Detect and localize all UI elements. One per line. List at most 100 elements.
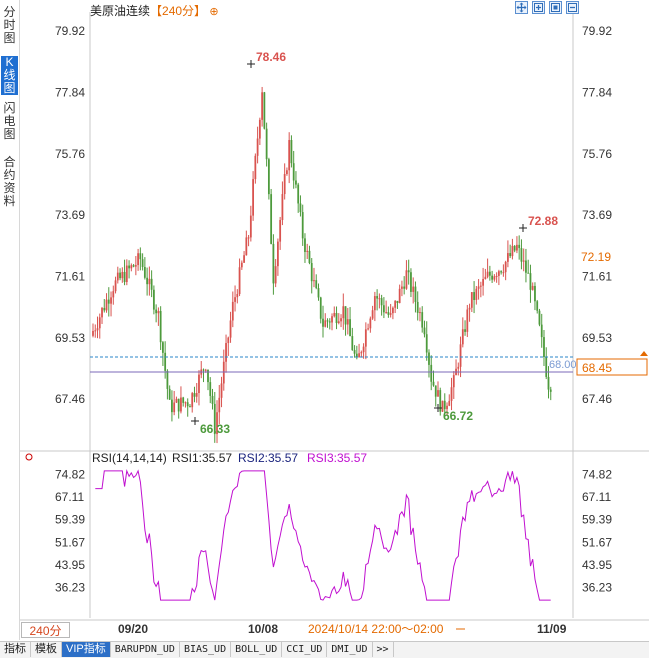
candle-body (511, 245, 514, 257)
candle-body (443, 400, 446, 410)
price-tick-left: 73.69 (55, 208, 85, 222)
date-label-3: 11/09 (537, 622, 567, 636)
price-tick-right: 79.92 (582, 24, 612, 38)
period-selector[interactable]: 240分 (21, 622, 70, 638)
candle-body (279, 220, 282, 242)
candle-body (410, 272, 412, 292)
candle-body (243, 255, 245, 263)
candle-body (132, 265, 135, 267)
indicator-tab-0[interactable]: 指标 (0, 642, 31, 657)
rsi-tick-left: 59.39 (55, 513, 85, 527)
price-tick-left: 69.53 (55, 331, 85, 345)
candle-body (267, 159, 270, 195)
sidebar-tab-2[interactable]: 闪电图 (3, 101, 16, 141)
indicator-tab-1[interactable]: 模板 (31, 642, 62, 657)
indicator-tab-7[interactable]: DMI_UD (327, 642, 373, 657)
candle-body (173, 402, 176, 413)
candle-body (355, 353, 358, 358)
candle-body (344, 306, 347, 325)
low-label-1: 66.33 (200, 422, 230, 436)
indicator-tab-6[interactable]: CCI_UD (282, 642, 328, 657)
sidebar-tab-3[interactable]: 合约资料 (3, 155, 16, 208)
candle-body (254, 155, 257, 180)
candle-body (461, 329, 464, 345)
zoom-out-icon[interactable] (566, 1, 579, 14)
candle-body (353, 350, 356, 354)
candle-body (186, 402, 189, 407)
candle-body (207, 369, 209, 383)
candle-body (141, 259, 144, 267)
indicator-tab-2[interactable]: VIP指标 (62, 642, 111, 657)
candle-body (231, 301, 234, 321)
move-cross-icon[interactable] (515, 1, 528, 14)
rsi-tick-left: 36.23 (55, 581, 85, 595)
candle-body (216, 412, 218, 435)
rsi-tick-left: 51.67 (55, 535, 85, 549)
candle-body (277, 241, 279, 267)
candle-body (495, 275, 498, 277)
candle-body (191, 393, 194, 408)
candle-body (405, 270, 408, 289)
price-label-a: 72.19 (581, 250, 611, 264)
candle-body (396, 300, 399, 303)
price-tick-right: 73.69 (582, 208, 612, 222)
candle-body (536, 301, 539, 311)
sidebar-tab-1[interactable]: K线图 (1, 56, 18, 95)
candle-body (261, 92, 264, 120)
price-tick-left: 77.84 (55, 86, 85, 100)
candle-body (457, 366, 460, 369)
add-symbol-icon[interactable]: ⊕ (209, 6, 219, 18)
candle-body (403, 286, 406, 289)
chart-area: 79.92 79.92 77.84 77.84 75.76 75.76 73.69 73.69… (20, 12, 649, 636)
rsi-title: RSI(14,14,14) (92, 451, 167, 465)
candle-body (540, 324, 543, 338)
rsi-tick-right: 67.11 (582, 490, 611, 504)
candle-body (274, 266, 277, 284)
current-price-label: 68.45 (582, 361, 612, 375)
candle-body (249, 215, 252, 238)
candle-body (421, 312, 424, 328)
candle-body (297, 184, 300, 204)
period-label[interactable]: 【240分】 (150, 4, 207, 18)
candle-body (468, 307, 471, 310)
candle-body (189, 406, 191, 408)
price-tick-left: 71.61 (55, 270, 85, 284)
candle-body (128, 265, 130, 269)
indicator-tab-3[interactable]: BARUPDN_UD (111, 642, 180, 657)
candle-body (225, 343, 227, 362)
candle-body (522, 260, 525, 262)
candle-body (290, 140, 293, 164)
indicator-tab-5[interactable]: BOLL_UD (231, 642, 283, 657)
candle-body (369, 318, 372, 329)
candle-body (387, 312, 390, 315)
candle-body (446, 405, 448, 410)
sidebar-tab-0[interactable]: 分时图 (3, 5, 16, 45)
price-tick-left: 75.76 (55, 147, 85, 161)
restore-icon[interactable] (549, 1, 562, 14)
candle-body (288, 140, 291, 171)
candle-body (527, 272, 530, 274)
candle-body (202, 369, 205, 371)
candle-body (333, 312, 336, 317)
candle-body (193, 393, 196, 397)
candle-body (315, 280, 318, 289)
indicator-tab-8[interactable]: >> (373, 642, 394, 657)
candle-body (531, 285, 534, 290)
candle-body (105, 299, 108, 311)
candle-body (204, 369, 207, 371)
zoom-in-icon[interactable] (532, 1, 545, 14)
candle-body (358, 353, 360, 358)
candle-body (367, 328, 369, 330)
candle-body (101, 307, 103, 318)
indicator-tab-4[interactable]: BIAS_UD (180, 642, 232, 657)
candle-body (493, 276, 496, 280)
candle-body (349, 319, 351, 337)
date-label-1: 09/20 (118, 622, 148, 636)
candle-body (209, 382, 212, 396)
instrument-name: 美原油连续 (90, 4, 151, 18)
candle-body (180, 397, 182, 412)
candle-body (398, 288, 401, 303)
candle-body (306, 250, 309, 252)
candle-body (432, 381, 435, 386)
candle-body (516, 244, 518, 251)
